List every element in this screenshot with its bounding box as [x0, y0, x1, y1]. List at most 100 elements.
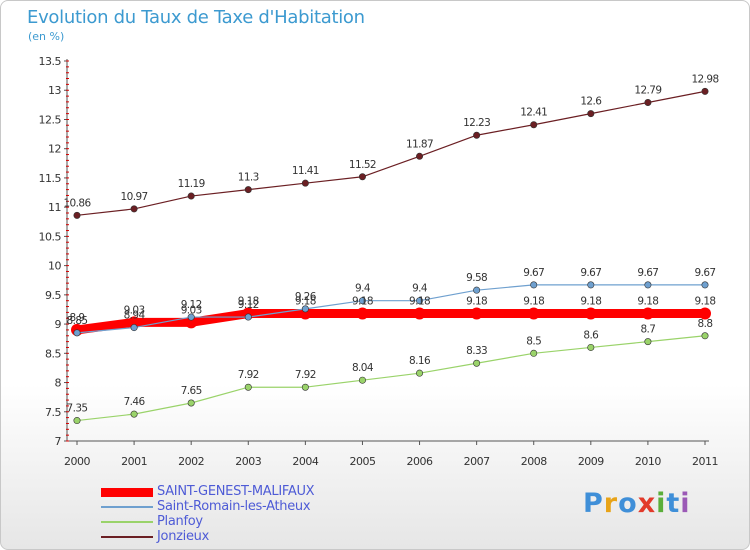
- data-label: 9.03: [181, 304, 202, 316]
- data-label: 9.67: [523, 267, 544, 279]
- legend-swatch: [101, 536, 153, 538]
- x-tick-label: 2002: [178, 455, 204, 468]
- data-labels: 8.99.03 9.039.18 9.18 9.18 9.18 9.18 9.18 9.18 9…: [63, 73, 719, 415]
- y-tick-label: 8.5: [45, 347, 61, 360]
- series-point-1: [301, 305, 309, 313]
- data-label: 9.26: [295, 291, 317, 303]
- data-label: 8.16: [409, 355, 431, 367]
- x-tick-label: 2007: [464, 455, 490, 468]
- data-label: 9.18: [238, 296, 259, 308]
- series-point-3: [73, 211, 81, 219]
- series-point-1: [530, 281, 538, 289]
- series-point-2: [244, 383, 252, 391]
- data-label: 9.4: [412, 283, 428, 295]
- series-point-2: [416, 369, 424, 377]
- x-tick-label: 2003: [235, 455, 261, 468]
- series-point-2: [530, 349, 538, 357]
- series-point-0: [641, 307, 654, 320]
- data-label: 8.85: [67, 315, 88, 327]
- y-tick-label: 8: [55, 377, 62, 390]
- series-point-3: [244, 186, 252, 194]
- y-tick-label: 10: [48, 260, 61, 273]
- data-label: 8.94: [124, 310, 146, 322]
- series-point-2: [130, 410, 138, 418]
- data-label: 8.6: [583, 329, 599, 341]
- series-point-1: [73, 329, 81, 337]
- data-label: 8.7: [640, 324, 655, 336]
- x-tick-label: 2000: [64, 455, 90, 468]
- series-line-2: [76, 335, 706, 422]
- x-tick-label: 2008: [521, 455, 547, 468]
- series-point-3: [416, 152, 424, 160]
- legend-label: Saint-Romain-les-Atheux: [157, 499, 311, 514]
- data-label: 9.12: [181, 299, 202, 311]
- series-point-1: [416, 297, 424, 305]
- data-label: 11.52: [349, 159, 376, 171]
- series-point-2: [301, 383, 309, 391]
- data-label: 9.18: [466, 296, 487, 308]
- series-point-1: [587, 281, 595, 289]
- data-label: 9.18: [695, 296, 716, 308]
- data-label: 7.92: [295, 369, 316, 381]
- y-tick-label: 13: [48, 84, 61, 97]
- series-point-1: [358, 297, 366, 305]
- series-point-2: [358, 376, 366, 384]
- legend-swatch: [101, 487, 153, 497]
- series-point-1: [644, 281, 652, 289]
- y-tick-label: 9.5: [45, 289, 61, 302]
- legend-swatch: [101, 506, 153, 508]
- y-tick-label: 11.5: [39, 172, 62, 185]
- series-point-0: [185, 316, 198, 329]
- legend-label: Jonzieux: [157, 529, 209, 544]
- data-label: 12.23: [463, 117, 490, 129]
- series-line-0: [76, 309, 705, 335]
- data-label: 10.97: [121, 191, 148, 203]
- data-label: 8.9: [70, 312, 85, 324]
- data-label: 9.18: [523, 296, 544, 308]
- series-point-3: [587, 110, 595, 118]
- y-tick-label: 10.5: [39, 230, 62, 243]
- data-label: 12.41: [520, 107, 547, 119]
- series-point-2: [644, 338, 652, 346]
- y-tick-label: 11: [48, 201, 61, 214]
- data-label: 9.67: [637, 267, 658, 279]
- series-point-1: [701, 281, 709, 289]
- y-tick-label: 12: [48, 143, 61, 156]
- data-label: 8.5: [526, 335, 541, 347]
- x-tick-label: 2010: [635, 455, 661, 468]
- chart-title: Evolution du Taux de Taxe d'Habitation: [27, 7, 365, 28]
- series-point-2: [73, 417, 81, 425]
- series-point-3: [358, 173, 366, 181]
- y-tick-label: 12.5: [39, 113, 62, 126]
- series-point-1: [187, 313, 195, 321]
- data-label: 12.79: [634, 85, 661, 97]
- x-tick-label: 2001: [121, 455, 147, 468]
- proxiti-logo: Proxiti: [583, 488, 691, 519]
- data-label: 9.12: [238, 299, 259, 311]
- series-point-3: [301, 179, 309, 187]
- data-label: 9.67: [580, 267, 601, 279]
- series-line-3: [76, 90, 706, 216]
- y-tick-label: 7: [55, 435, 62, 448]
- x-tick-label: 2005: [349, 455, 375, 468]
- series-point-0: [413, 307, 426, 320]
- legend-swatch: [101, 521, 153, 523]
- data-label: 8.8: [698, 318, 713, 330]
- series-point-3: [130, 205, 138, 213]
- data-label: 11.3: [238, 172, 259, 184]
- series-point-1: [130, 324, 138, 332]
- data-label: 10.86: [63, 197, 91, 209]
- data-label: 8.33: [466, 345, 487, 357]
- data-label: 9.67: [695, 267, 716, 279]
- chart-subtitle: (en %): [28, 30, 65, 43]
- series-point-0: [527, 307, 540, 320]
- data-label: 9.4: [355, 283, 371, 295]
- data-label: 9.58: [466, 272, 487, 284]
- legend-label: Planfoy: [157, 514, 203, 529]
- data-label: 7.35: [67, 403, 88, 415]
- data-label: 8.04: [352, 362, 374, 374]
- series-point-2: [701, 332, 709, 340]
- series-point-2: [587, 343, 595, 351]
- data-label: 7.65: [181, 385, 202, 397]
